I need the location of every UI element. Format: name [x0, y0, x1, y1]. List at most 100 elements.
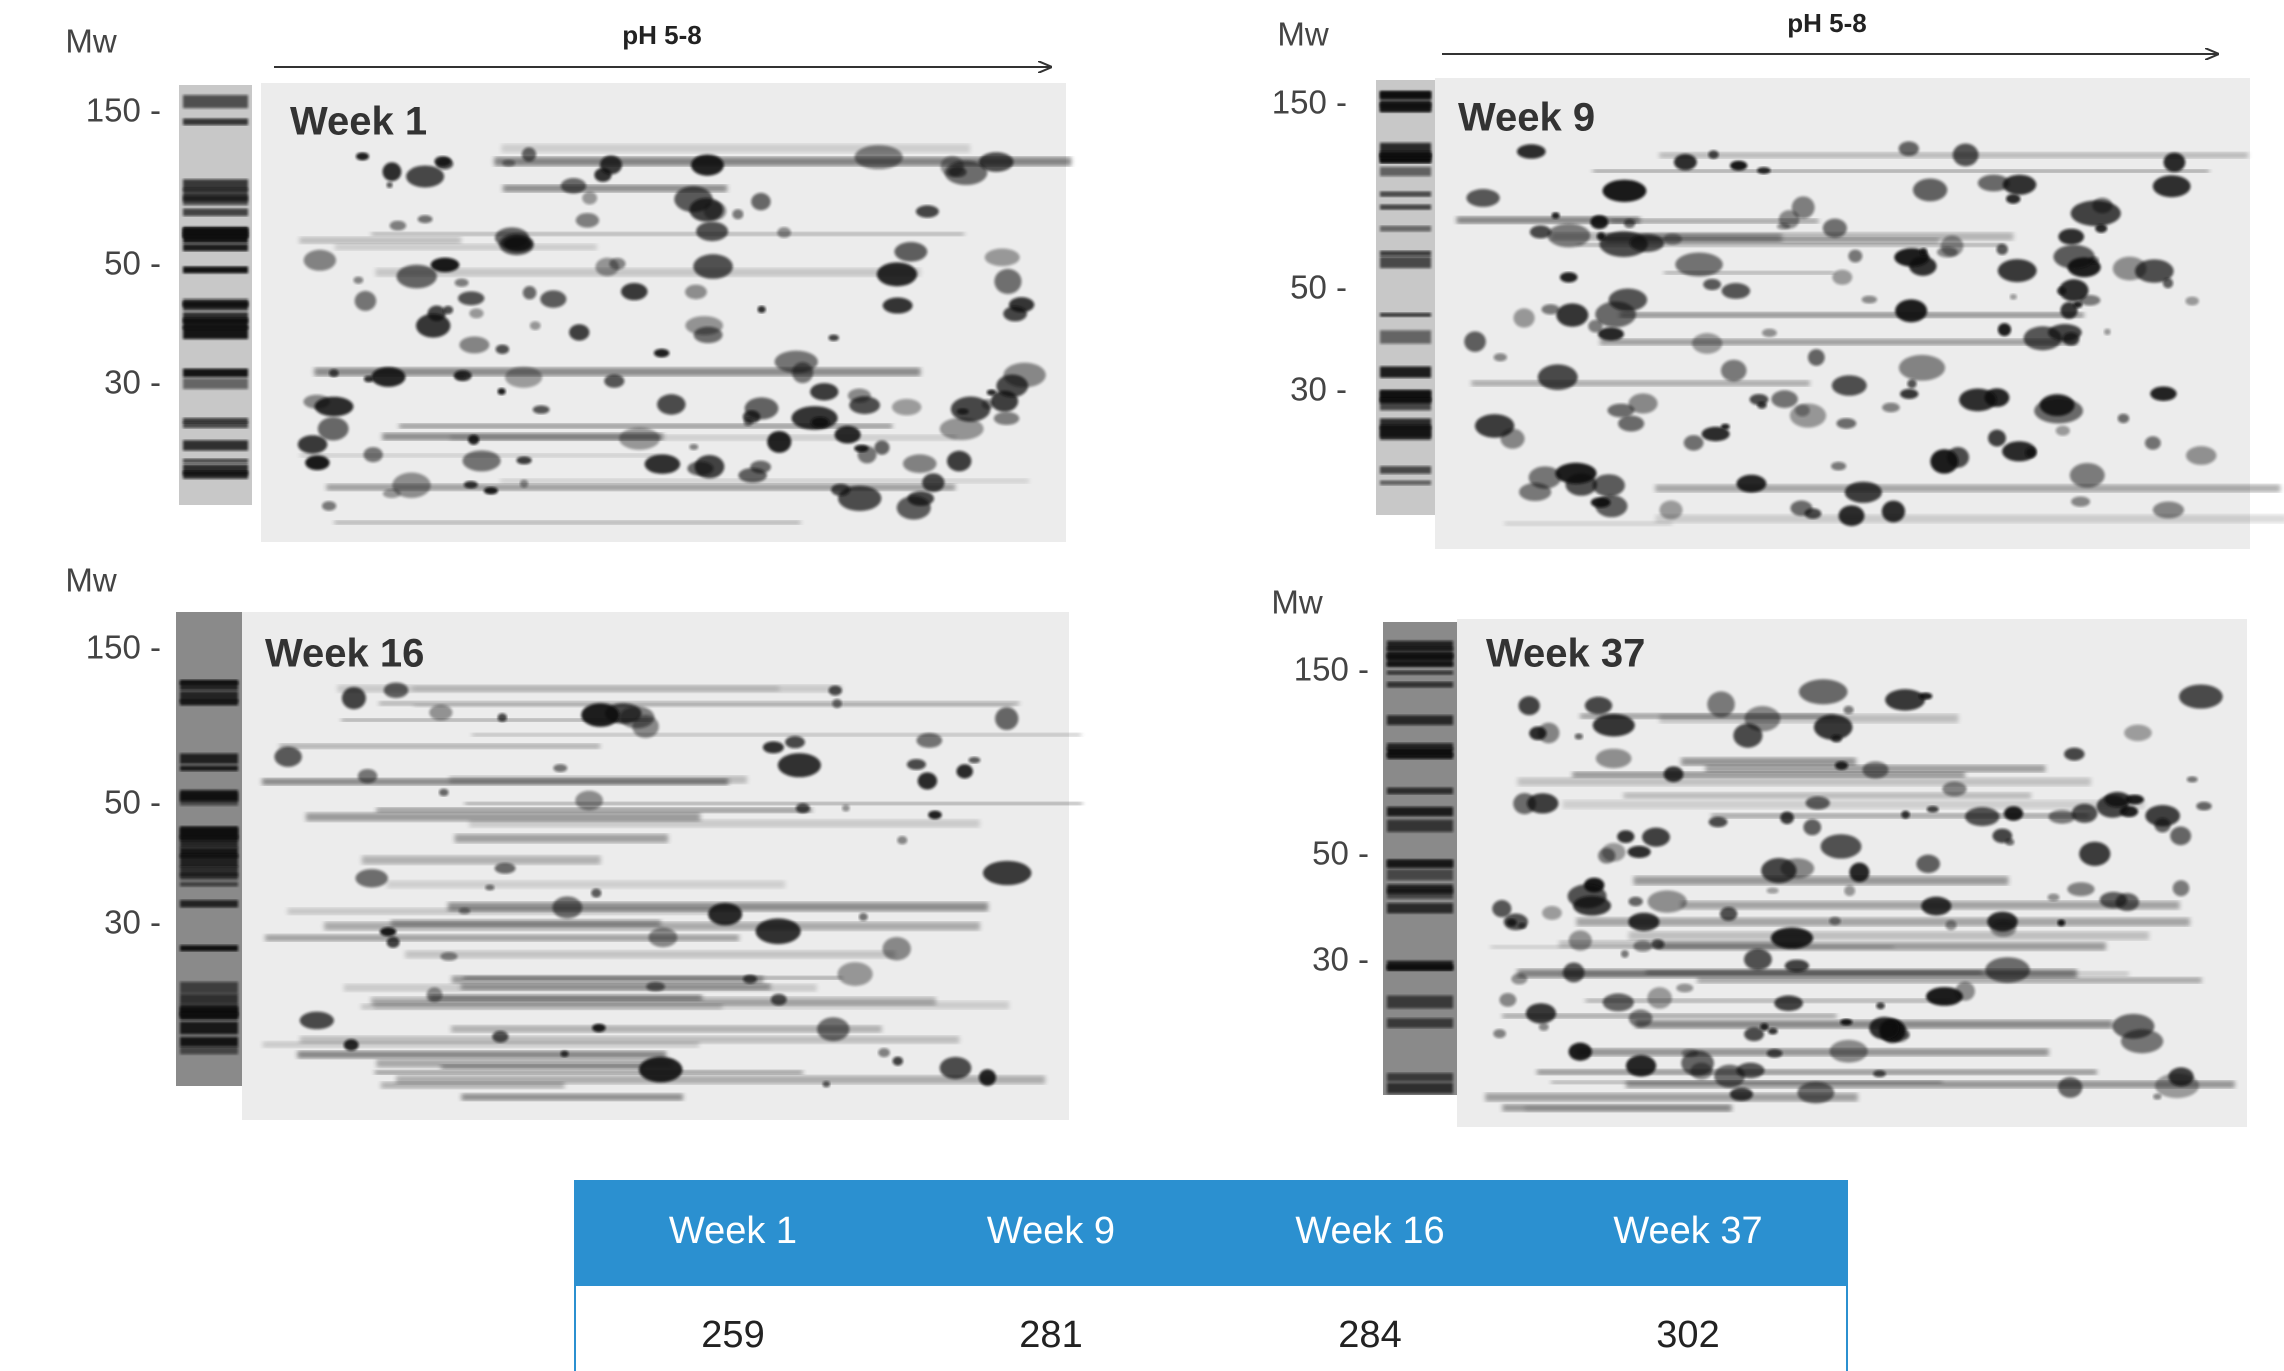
gel-spot: [575, 212, 600, 228]
marker-band: [1387, 859, 1453, 868]
marker-band: [180, 881, 238, 887]
gel-spot: [297, 435, 328, 454]
gel-spot: [892, 1056, 904, 1066]
mw-tick-label: 50 -: [104, 784, 161, 821]
gel-spot: [2034, 398, 2083, 424]
gel-streak: [1551, 232, 2014, 241]
gel-spot: [944, 160, 988, 186]
gel-streak: [341, 718, 651, 722]
gel-panel: Mw 150 - 50 - 30 - Week 16: [65, 562, 1083, 1120]
gel-streak: [299, 237, 462, 244]
gel-spot: [847, 388, 871, 403]
gel-spot: [2150, 386, 2177, 401]
gel-spot: [1659, 500, 1683, 520]
gel-spot: [1627, 845, 1651, 858]
gel-streak: [371, 232, 965, 236]
table-header-cell: Week 16: [1295, 1210, 1444, 1252]
gel-spot: [956, 764, 973, 779]
gel-streak: [1504, 521, 1673, 526]
marker-band: [1380, 480, 1431, 486]
gel-spot: [469, 308, 484, 319]
gel-spot: [1542, 905, 1562, 920]
table-cell: 284: [1338, 1314, 1401, 1356]
gel-spot: [1681, 1050, 1714, 1076]
gel-spot: [299, 1011, 334, 1030]
gel-spot: [1869, 1016, 1900, 1040]
gel-spot: [1774, 995, 1803, 1011]
gel-spot: [1942, 781, 1967, 797]
gel-streak: [376, 1059, 673, 1068]
gel-spot: [817, 1017, 850, 1042]
gel-streak: [337, 684, 842, 693]
gel-spot: [1820, 834, 1862, 859]
gel-streak: [461, 1093, 684, 1101]
gel-streak: [1655, 484, 2281, 493]
marker-band: [180, 900, 238, 908]
gel-spot: [1766, 1048, 1783, 1058]
gel-streak: [464, 802, 1083, 806]
gel-streak: [379, 701, 1020, 706]
gel-spot: [392, 472, 431, 499]
gel-streak: [1576, 917, 2190, 927]
gel-spot: [1701, 426, 1730, 442]
gel-spot: [755, 918, 801, 945]
gel-spot: [1907, 379, 1917, 389]
gel-spot: [406, 165, 445, 188]
gel-streak: [501, 144, 971, 153]
gel-spot: [274, 746, 302, 767]
gel-spot: [497, 388, 506, 395]
gel-spot: [1770, 927, 1814, 949]
gel-spot: [792, 362, 814, 384]
gel-spot: [978, 152, 1014, 172]
gel-spot: [1692, 333, 1723, 354]
gel-spot: [1707, 691, 1735, 718]
gel-streak: [299, 1036, 960, 1044]
gel-spot: [638, 1056, 683, 1083]
gel-spot: [1885, 689, 1926, 711]
gel-spot: [777, 753, 821, 778]
marker-band: [180, 1021, 238, 1035]
gel-spot: [386, 182, 393, 189]
gel-spot: [1602, 179, 1647, 202]
gel-spot: [1744, 1027, 1764, 1042]
gel-streak: [1628, 931, 2149, 940]
gel-spot: [1767, 1027, 1778, 1035]
marker-band: [183, 95, 248, 109]
mw-label: Mw: [1277, 16, 1328, 53]
gel-spot: [834, 425, 861, 444]
gel-spot: [1617, 830, 1635, 844]
gel-streak: [334, 243, 597, 251]
gel-spot: [770, 993, 787, 1006]
gel-spot: [363, 375, 374, 383]
table-cell: 302: [1656, 1314, 1719, 1356]
gel-spot: [1608, 288, 1648, 312]
marker-band: [1387, 960, 1453, 971]
gel-spot: [2062, 332, 2080, 346]
gel-spot: [429, 704, 453, 721]
gel-spot: [1529, 225, 1552, 239]
gel-spot: [982, 860, 1032, 886]
marker-band: [183, 317, 248, 330]
gel-streak: [1580, 713, 1836, 719]
gel-spot: [2120, 1029, 2164, 1054]
marker-band: [1380, 425, 1431, 438]
gel-spot: [1997, 259, 2037, 283]
marker-band: [183, 368, 248, 378]
marker-band: [1380, 191, 1431, 197]
gel-spot: [382, 489, 401, 499]
gel-spot: [1873, 1070, 1886, 1078]
gel-spot: [1551, 212, 1560, 219]
marker-band: [180, 691, 238, 703]
gel-spot: [1628, 896, 1643, 907]
gel-spot: [876, 262, 918, 287]
gel-spot: [1844, 481, 1882, 503]
gel-spot: [1730, 160, 1748, 171]
gel-spot: [832, 698, 842, 709]
gel-spot: [978, 1069, 997, 1086]
marker-band: [180, 854, 238, 868]
marker-band: [183, 464, 248, 476]
gel-spot: [2006, 193, 2021, 204]
gel-spot: [485, 884, 495, 891]
mw-tick-label: 30 -: [1290, 371, 1347, 408]
